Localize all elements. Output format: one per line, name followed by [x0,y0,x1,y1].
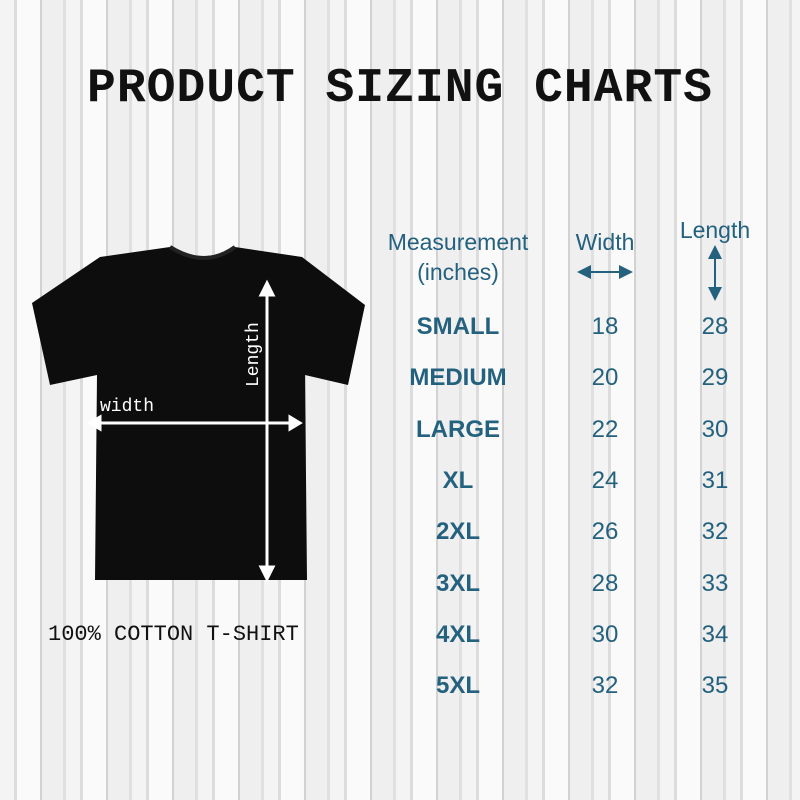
length-label: Length [244,322,264,387]
length-value: 34 [701,620,729,648]
size-row: XL 24 31 [0,467,800,507]
measurement-header: Measurement (inches) [370,227,546,287]
unit-label: (inches) [417,259,499,285]
size-label: 3XL [435,569,480,597]
length-header: Length [670,215,760,308]
width-value: 30 [591,620,619,648]
shirt-caption: 100% COTTON T-SHIRT [48,622,299,647]
length-value: 29 [701,364,729,392]
size-row: 5XL 32 35 [0,672,800,712]
width-arrow-icon [87,414,303,432]
width-value: 26 [591,518,619,546]
width-header-label: Width [575,229,635,255]
length-value: 33 [701,569,729,597]
size-row: 3XL 28 33 [0,570,800,610]
size-label: LARGE [416,415,500,443]
width-value: 18 [591,313,619,340]
width-value: 32 [591,672,619,700]
measurement-label: Measurement [387,229,529,255]
tshirt-illustration: width Length [32,245,365,583]
size-row: 2XL 26 32 [0,518,800,558]
size-label: 5XL [435,672,480,700]
width-value: 28 [591,569,619,597]
width-value: 24 [591,466,619,494]
length-value: 28 [701,313,729,340]
length-header-label: Length [679,217,751,243]
size-row: MEDIUM 20 29 [0,364,800,404]
size-label: 2XL [435,518,480,546]
size-row: SMALL 18 28 [0,313,800,353]
vertical-arrow-icon [708,245,722,301]
size-label: 4XL [435,620,480,648]
length-value: 31 [701,466,729,494]
page-title: PRODUCT SIZING CHARTS [87,62,713,116]
horizontal-arrow-icon [577,265,633,279]
width-value: 20 [591,364,619,392]
size-label: SMALL [416,313,500,340]
width-header: Width [560,227,650,287]
length-value: 35 [701,672,729,700]
length-value: 32 [701,518,729,546]
width-value: 22 [591,415,619,443]
width-label: width [100,397,154,417]
size-row: 4XL 30 34 [0,621,800,661]
size-row: LARGE 22 30 [0,416,800,456]
length-value: 30 [701,415,729,443]
size-label: XL [442,466,474,494]
size-label: MEDIUM [409,364,507,392]
length-arrow-icon [258,279,276,583]
